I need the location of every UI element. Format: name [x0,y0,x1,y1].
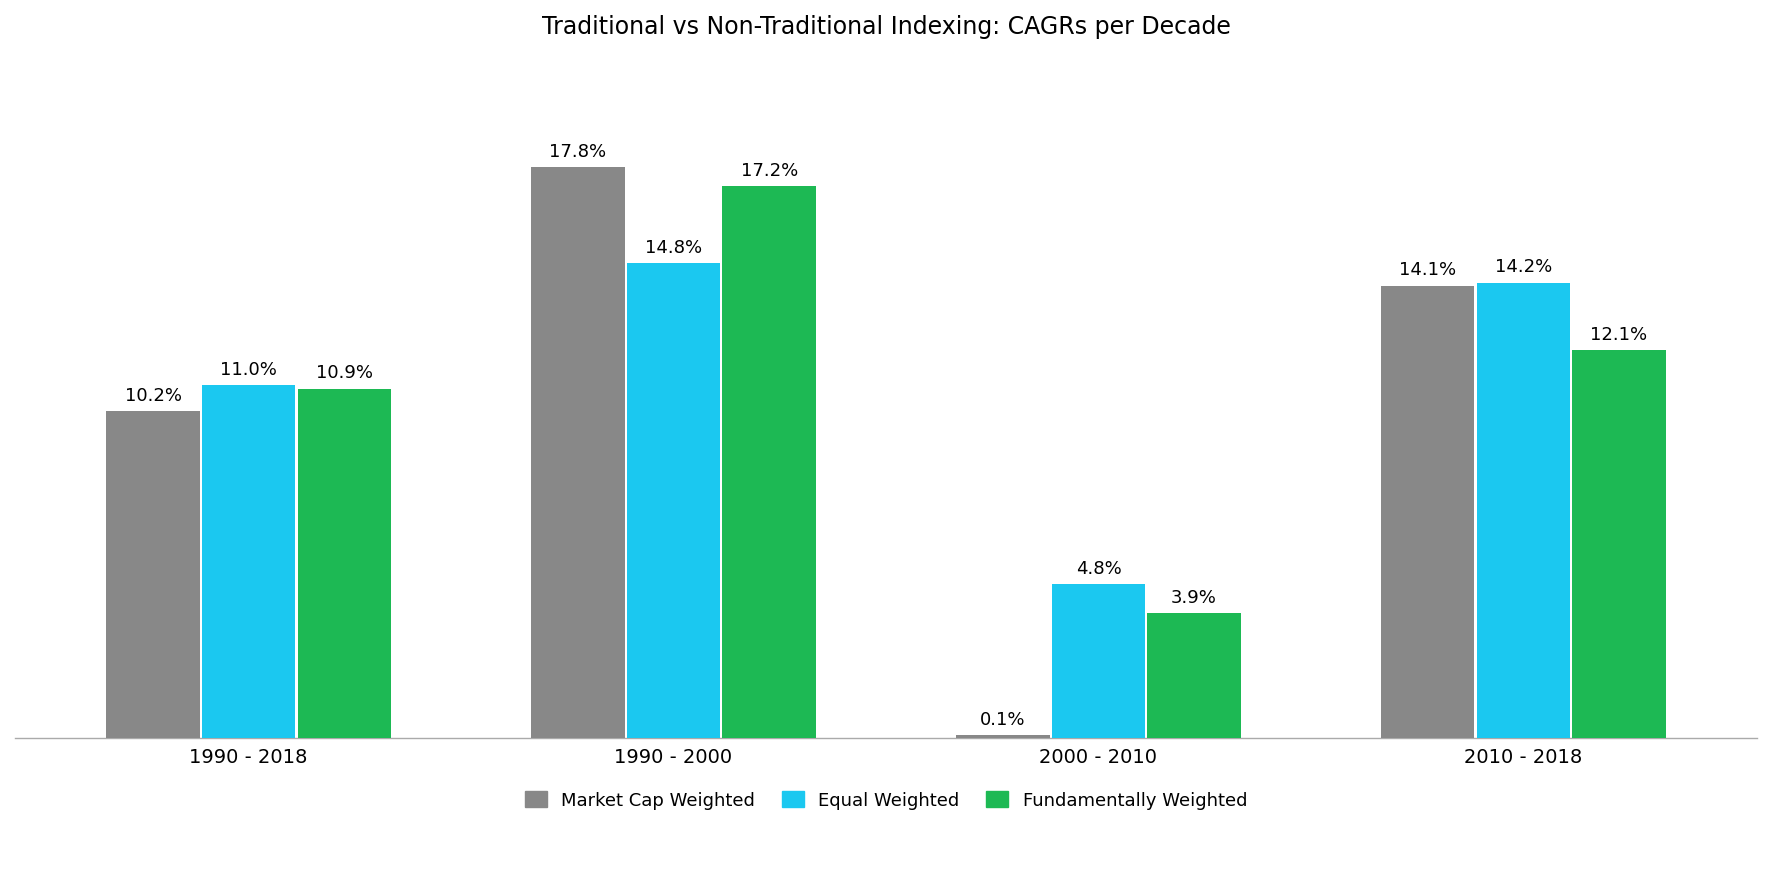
Text: 14.1%: 14.1% [1400,261,1457,279]
Text: 10.9%: 10.9% [315,364,372,382]
Text: 14.8%: 14.8% [645,239,702,257]
Text: 14.2%: 14.2% [1496,258,1552,276]
Text: 0.1%: 0.1% [980,711,1026,728]
Bar [1572,350,1666,738]
Text: 17.2%: 17.2% [741,162,797,180]
Text: 3.9%: 3.9% [1171,588,1217,607]
Bar [627,263,719,738]
Bar [298,389,392,738]
Bar [202,385,296,738]
Bar [1476,283,1570,738]
Text: 17.8%: 17.8% [549,143,606,160]
Text: 10.2%: 10.2% [124,386,181,405]
Legend: Market Cap Weighted, Equal Weighted, Fundamentally Weighted: Market Cap Weighted, Equal Weighted, Fun… [517,784,1255,817]
Bar [1380,286,1474,738]
Bar [1053,584,1145,738]
Bar [106,411,200,738]
Text: 11.0%: 11.0% [220,361,276,379]
Text: 12.1%: 12.1% [1589,326,1648,344]
Bar [1146,613,1240,738]
Text: 4.8%: 4.8% [1076,560,1122,578]
Bar [532,167,626,738]
Title: Traditional vs Non-Traditional Indexing: CAGRs per Decade: Traditional vs Non-Traditional Indexing:… [542,15,1230,39]
Bar [957,735,1049,738]
Bar [723,186,815,738]
